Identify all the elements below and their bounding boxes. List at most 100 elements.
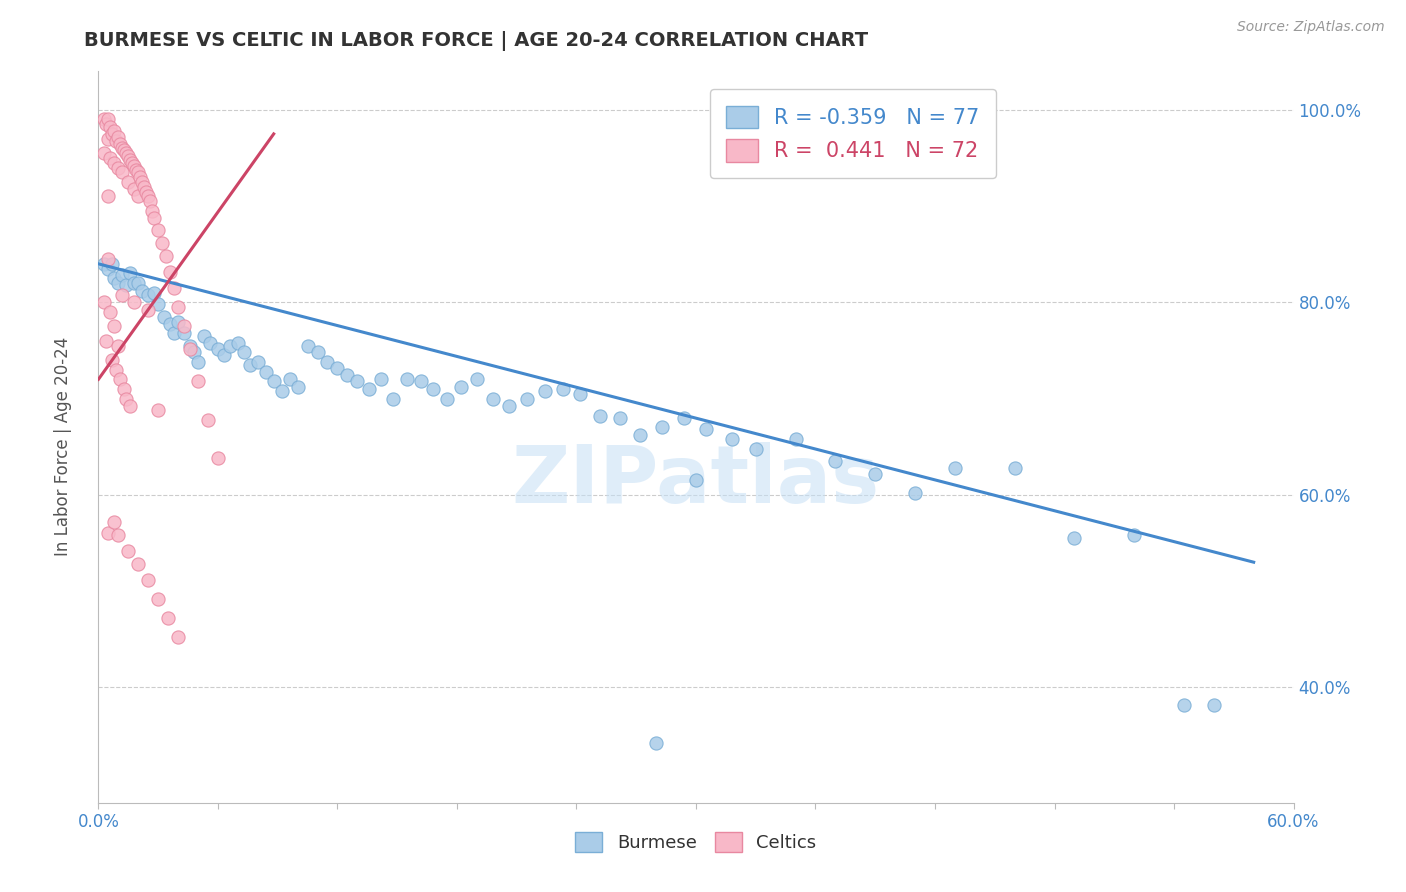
Point	[148, 297, 170, 311]
Point	[127, 276, 149, 290]
Point	[865, 467, 887, 481]
Point	[127, 189, 149, 203]
Point	[239, 358, 262, 372]
Point	[382, 392, 405, 406]
Point	[157, 611, 180, 625]
Point	[148, 223, 170, 237]
Point	[167, 630, 190, 644]
Point	[187, 374, 209, 388]
Point	[93, 112, 115, 127]
Point	[232, 345, 254, 359]
Point	[115, 146, 138, 161]
Legend: Burmese, Celtics: Burmese, Celtics	[568, 825, 824, 860]
Point	[198, 335, 221, 350]
Point	[103, 319, 125, 334]
Point	[359, 382, 381, 396]
Point	[103, 155, 125, 169]
Point	[98, 120, 122, 135]
Point	[111, 287, 134, 301]
Point	[115, 392, 138, 406]
Point	[569, 386, 592, 401]
Point	[183, 345, 205, 359]
Point	[370, 372, 392, 386]
Point	[465, 372, 488, 386]
Point	[103, 515, 125, 529]
Point	[173, 326, 195, 340]
Point	[93, 146, 115, 161]
Point	[1004, 461, 1026, 475]
Point	[131, 175, 153, 189]
Point	[124, 182, 146, 196]
Point	[307, 345, 329, 359]
Point	[167, 315, 190, 329]
Point	[136, 573, 159, 587]
Point	[97, 132, 120, 146]
Point	[1123, 528, 1146, 542]
Point	[111, 165, 134, 179]
Point	[141, 203, 163, 218]
Point	[482, 392, 505, 406]
Point	[212, 348, 235, 362]
Point	[609, 410, 631, 425]
Point	[148, 591, 170, 606]
Point	[197, 413, 219, 427]
Point	[179, 342, 201, 356]
Point	[219, 338, 242, 352]
Point	[120, 267, 142, 281]
Point	[143, 285, 166, 300]
Point	[127, 557, 149, 571]
Point	[135, 185, 157, 199]
Point	[105, 134, 128, 148]
Point	[904, 486, 927, 500]
Point	[101, 127, 124, 141]
Point	[336, 368, 359, 382]
Point	[411, 374, 433, 388]
Point	[326, 360, 349, 375]
Point	[785, 432, 807, 446]
Point	[685, 474, 707, 488]
Point	[436, 392, 458, 406]
Text: In Labor Force | Age 20-24: In Labor Force | Age 20-24	[55, 336, 72, 556]
Text: Source: ZipAtlas.com: Source: ZipAtlas.com	[1237, 20, 1385, 34]
Point	[287, 380, 309, 394]
Point	[159, 317, 181, 331]
Point	[516, 392, 538, 406]
Point	[297, 338, 319, 352]
Point	[163, 281, 186, 295]
Point	[163, 326, 186, 340]
Point	[139, 194, 162, 209]
Point	[263, 374, 285, 388]
Point	[695, 422, 717, 436]
Point	[97, 189, 120, 203]
Point	[824, 454, 846, 468]
Point	[193, 329, 215, 343]
Point	[97, 526, 120, 541]
Point	[105, 362, 128, 376]
Point	[155, 249, 177, 263]
Point	[173, 319, 195, 334]
Point	[143, 211, 166, 225]
Point	[112, 143, 135, 157]
Point	[107, 161, 129, 175]
Point	[316, 355, 339, 369]
Point	[103, 271, 125, 285]
Point	[136, 189, 159, 203]
Point	[97, 252, 120, 266]
Point	[117, 149, 139, 163]
Point	[589, 409, 612, 423]
Point	[98, 305, 122, 319]
Point	[167, 300, 190, 314]
Point	[115, 278, 138, 293]
Point	[124, 159, 146, 173]
Point	[187, 355, 209, 369]
Point	[93, 257, 115, 271]
Point	[97, 261, 120, 276]
Point	[110, 372, 132, 386]
Point	[246, 355, 269, 369]
Point	[1173, 698, 1195, 712]
Point	[136, 303, 159, 318]
Point	[179, 338, 201, 352]
Point	[101, 257, 124, 271]
Point	[107, 528, 129, 542]
Point	[101, 353, 124, 368]
